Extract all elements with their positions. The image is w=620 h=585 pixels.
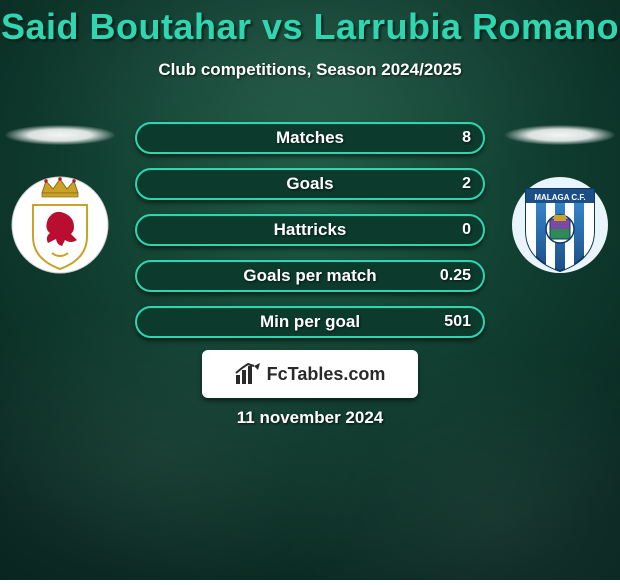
- stat-row-matches: Matches 8: [135, 122, 485, 154]
- stat-label: Matches: [276, 128, 344, 148]
- logo-text-bold: Tables: [288, 364, 344, 384]
- player-left: [0, 125, 120, 275]
- stat-right-value: 0: [462, 221, 471, 239]
- stat-row-goals: Goals 2: [135, 168, 485, 200]
- stat-right-value: 0.25: [440, 267, 471, 285]
- stat-label: Goals: [286, 174, 333, 194]
- logo-text: FcTables.com: [267, 364, 386, 385]
- crest-right-icon: MALAGA C.F.: [510, 175, 610, 275]
- stat-right-value: 8: [462, 129, 471, 147]
- stat-label: Hattricks: [274, 220, 347, 240]
- page-title: Said Boutahar vs Larrubia Romano: [1, 6, 619, 48]
- logo-text-suffix: .com: [343, 364, 385, 384]
- stat-row-hattricks: Hattricks 0: [135, 214, 485, 246]
- crest-right-wrap: MALAGA C.F.: [510, 175, 610, 275]
- stat-row-mpg: Min per goal 501: [135, 306, 485, 338]
- stat-label: Goals per match: [243, 266, 376, 286]
- player-right-shadow: [505, 125, 615, 145]
- stat-right-value: 2: [462, 175, 471, 193]
- player-right: MALAGA C.F.: [500, 125, 620, 275]
- logo-text-plain: Fc: [267, 364, 288, 384]
- stat-right-value: 501: [444, 313, 471, 331]
- date-text: 11 november 2024: [0, 408, 620, 428]
- svg-text:MALAGA C.F.: MALAGA C.F.: [534, 193, 585, 202]
- player-left-shadow: [5, 125, 115, 145]
- content-wrap: Said Boutahar vs Larrubia Romano Club co…: [0, 0, 620, 580]
- fctables-logo: FcTables.com: [202, 350, 418, 398]
- crest-left-icon: [10, 175, 110, 275]
- subtitle: Club competitions, Season 2024/2025: [158, 60, 461, 80]
- stat-row-gpm: Goals per match 0.25: [135, 260, 485, 292]
- bars-icon: [235, 363, 261, 385]
- stats-list: Matches 8 Goals 2 Hattricks 0 Goals per …: [135, 122, 485, 338]
- crest-left-wrap: [10, 175, 110, 275]
- stat-label: Min per goal: [260, 312, 360, 332]
